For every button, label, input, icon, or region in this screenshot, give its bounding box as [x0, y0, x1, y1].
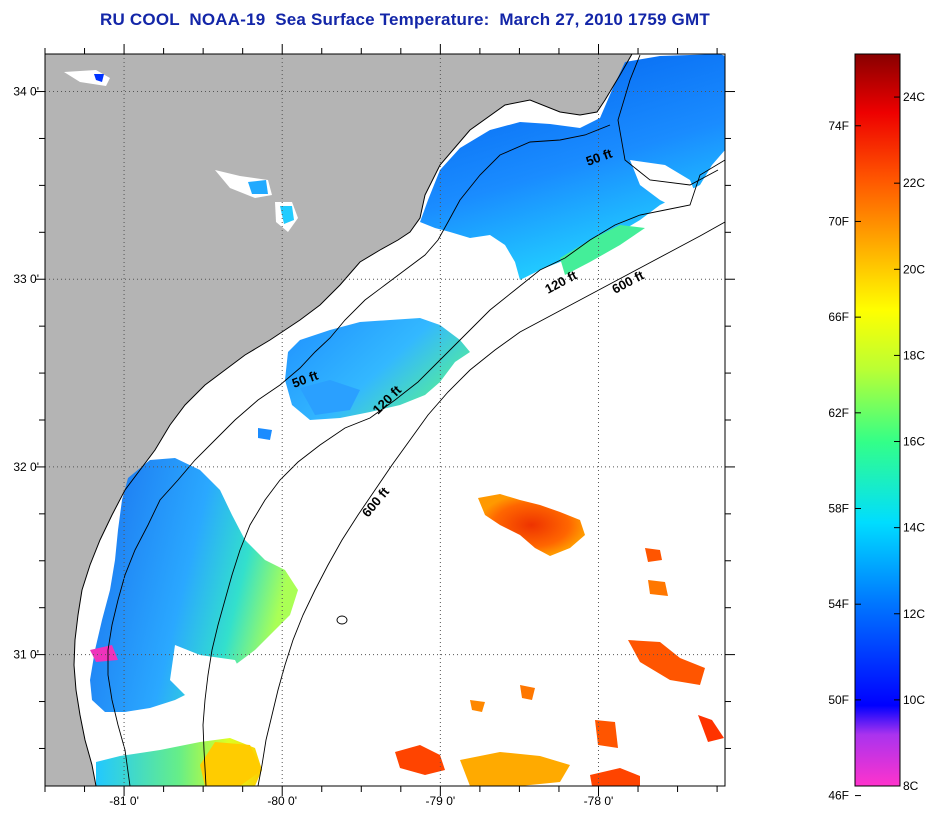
cloud-north: [630, 160, 700, 210]
lat-tick-label: 31 0': [13, 648, 39, 662]
sst-patch-middle-detail: [300, 380, 360, 415]
sst-warm-patch-large: [478, 494, 585, 556]
coastline: [73, 54, 633, 786]
inland-lake-sst: [280, 206, 294, 224]
colorbar-label-c: 14C: [903, 521, 925, 535]
sst-warm-speck: [470, 700, 485, 712]
lon-tick-label: -79 0': [426, 794, 456, 808]
lon-tick-label: -78 0': [584, 794, 614, 808]
land-area: [45, 54, 632, 786]
axis-tick-labels: 34 0' 33 0' 32 0' 31 0' -81 0' -80 0' -79 0' -7…: [13, 85, 613, 808]
inland-lake-sst: [94, 74, 104, 82]
colorbar-label-c: 24C: [903, 90, 925, 104]
colorbar-label-f: 58F: [828, 502, 849, 516]
colorbar-label-c: 10C: [903, 693, 925, 707]
sst-warm-speck: [698, 715, 724, 742]
map-title: RU COOL NOAA-19 Sea Surface Temperature:…: [100, 10, 710, 29]
axis-ticks: [35, 44, 735, 796]
colorbar-label-f: 62F: [828, 406, 849, 420]
colorbar-ticks: 24C 22C 20C 18C 16C 14C 12C 10C 8C 74F 70F 66F 62F 58…: [828, 90, 925, 803]
colorbar-label-c: 20C: [903, 262, 925, 276]
lat-tick-label: 34 0': [13, 85, 39, 99]
sst-shelf-edge: [560, 225, 645, 275]
lon-tick-label: -81 0': [109, 794, 139, 808]
lon-tick-label: -80 0': [267, 794, 297, 808]
colorbar-label-f: 50F: [828, 693, 849, 707]
isobath-50ft: [107, 54, 719, 786]
colorbar: 24C 22C 20C 18C 16C 14C 12C 10C 8C 74F 70F 66F 62F 58…: [828, 53, 925, 803]
sst-warm-patch-east: [628, 640, 705, 685]
sst-warm-patch-west: [395, 745, 445, 775]
colorbar-label-c: 18C: [903, 348, 925, 362]
sst-warm-speck: [645, 548, 662, 562]
colorbar-label-f: 46F: [828, 789, 849, 803]
sst-warm-bottom-right: [590, 768, 640, 786]
colorbar-label-c: 12C: [903, 607, 925, 621]
colorbar-gradient: [854, 53, 901, 787]
isobath-600ft: [257, 221, 725, 786]
sst-cold-spot: [90, 645, 118, 662]
graticule: [45, 54, 725, 786]
sst-warm-speck: [595, 720, 618, 748]
lat-tick-label: 32 0': [13, 460, 39, 474]
sst-patch-south: [90, 458, 298, 712]
sst-warm-speck: [648, 580, 668, 596]
colorbar-label-c: 22C: [903, 176, 925, 190]
sst-warm-patch-bottom: [460, 752, 570, 786]
colorbar-label-f: 66F: [828, 310, 849, 324]
colorbar-label-c: 16C: [903, 435, 925, 449]
seamount-contour: [336, 615, 348, 625]
isobath-120ft: [202, 159, 725, 786]
colorbar-label-f: 54F: [828, 597, 849, 611]
colorbar-label-f: 74F: [828, 119, 849, 133]
sst-speck: [258, 428, 272, 440]
sst-patch-north: [420, 54, 725, 280]
lat-tick-label: 33 0': [13, 272, 39, 286]
cloud-south: [170, 645, 245, 695]
sst-warm-speck: [520, 685, 535, 700]
sst-warm-bottom: [200, 742, 262, 786]
map-panel: [45, 54, 725, 786]
colorbar-label-c: 8C: [903, 779, 919, 793]
colorbar-label-f: 70F: [828, 214, 849, 228]
inland-lake-sst: [248, 180, 268, 194]
